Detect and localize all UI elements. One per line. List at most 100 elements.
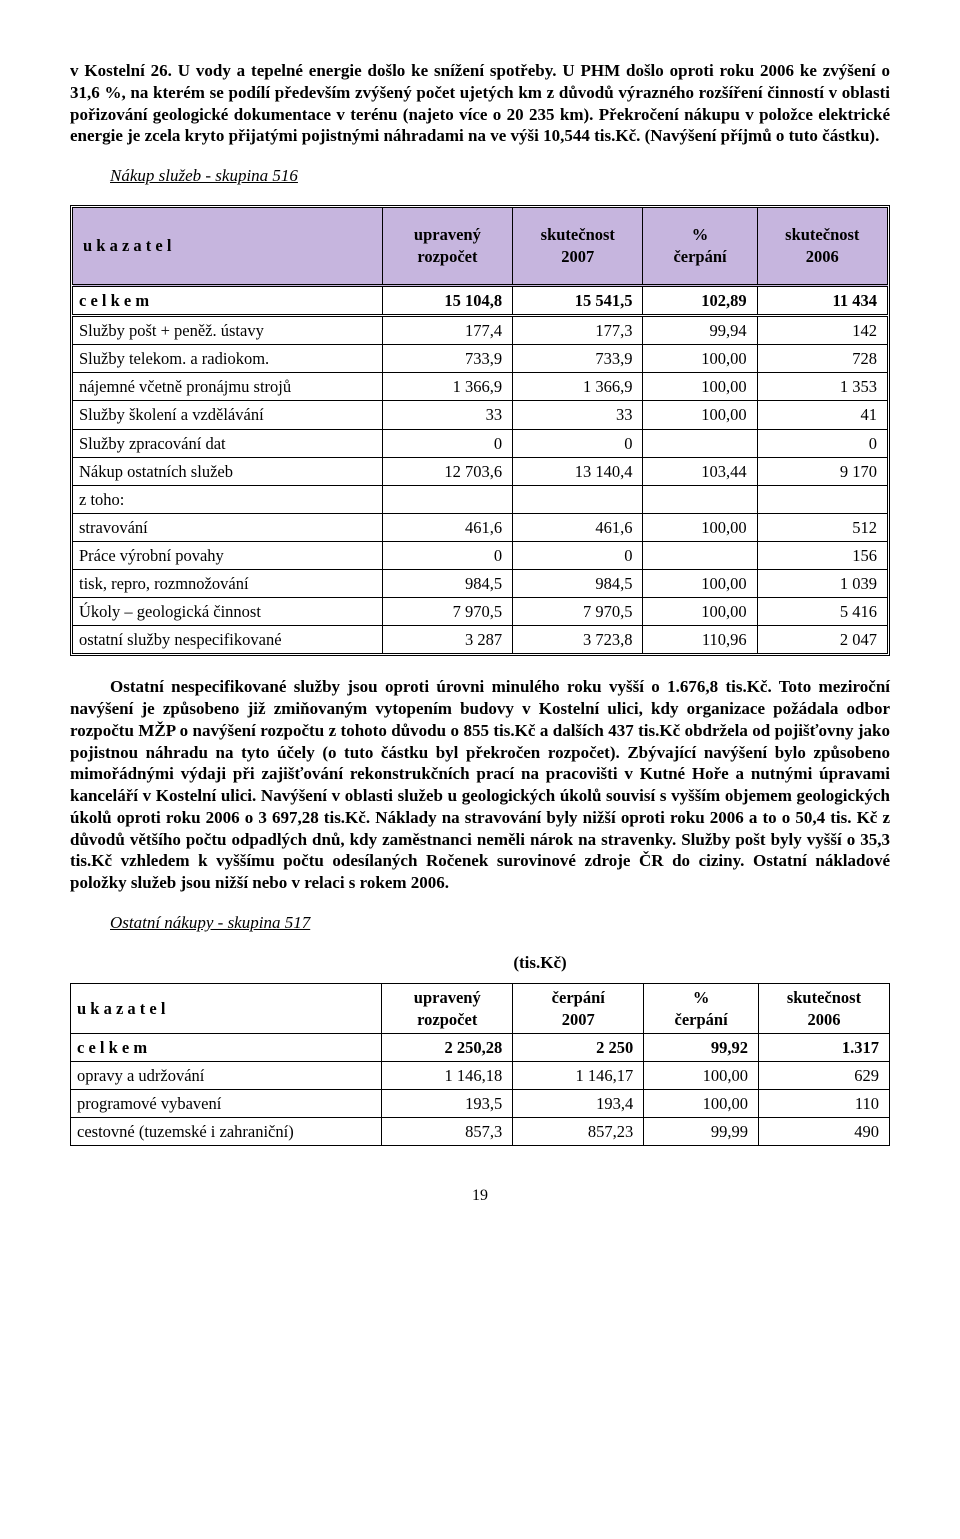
- table-row: z toho:: [73, 485, 888, 513]
- cell: 102,89: [643, 286, 757, 316]
- cell: 2 250,28: [382, 1033, 513, 1061]
- cell: [643, 485, 757, 513]
- cell: nájemné včetně pronájmu strojů: [73, 373, 383, 401]
- cell: 733,9: [513, 345, 643, 373]
- cell: 100,00: [644, 1089, 759, 1117]
- cell: 110,96: [643, 626, 757, 654]
- cell: Služby školení a vzdělávání: [73, 401, 383, 429]
- cell: 857,23: [513, 1117, 644, 1145]
- paragraph-1: v Kostelní 26. U vody a tepelné energie …: [70, 60, 890, 147]
- cell: [643, 542, 757, 570]
- cell: 193,4: [513, 1089, 644, 1117]
- table-row: Úkoly – geologická činnost7 970,57 970,5…: [73, 598, 888, 626]
- th-ukazatel: u k a z a t e l: [71, 984, 382, 1033]
- cell: 857,3: [382, 1117, 513, 1145]
- th-upraveny: upravenýrozpočet: [382, 984, 513, 1033]
- cell: 15 541,5: [513, 286, 643, 316]
- cell: 733,9: [382, 345, 512, 373]
- cell: 100,00: [644, 1061, 759, 1089]
- cell: 629: [758, 1061, 889, 1089]
- cell: 41: [757, 401, 887, 429]
- table-row: programové vybavení193,5193,4100,00110: [71, 1089, 890, 1117]
- cell: Úkoly – geologická činnost: [73, 598, 383, 626]
- cell: 5 416: [757, 598, 887, 626]
- cell: tisk, repro, rozmnožování: [73, 570, 383, 598]
- cell: ostatní služby nespecifikované: [73, 626, 383, 654]
- cell: 15 104,8: [382, 286, 512, 316]
- cell: opravy a udržování: [71, 1061, 382, 1089]
- cell: 99,94: [643, 316, 757, 345]
- table-nakup-sluzeb: u k a z a t e l upravený rozpočet skuteč…: [72, 207, 888, 655]
- cell: 0: [382, 542, 512, 570]
- cell: 461,6: [513, 513, 643, 541]
- cell: 99,99: [644, 1117, 759, 1145]
- cell: Služby zpracování dat: [73, 429, 383, 457]
- th-skutecnost-2006: skutečnost 2006: [757, 207, 887, 285]
- cell: 33: [382, 401, 512, 429]
- cell: cestovné (tuzemské i zahraniční): [71, 1117, 382, 1145]
- cell: 0: [513, 542, 643, 570]
- cell: 12 703,6: [382, 457, 512, 485]
- cell: 11 434: [757, 286, 887, 316]
- cell: 1 146,17: [513, 1061, 644, 1089]
- cell: 1 366,9: [382, 373, 512, 401]
- cell: 177,4: [382, 316, 512, 345]
- cell: [513, 485, 643, 513]
- page-number: 19: [70, 1186, 890, 1206]
- cell: 1.317: [758, 1033, 889, 1061]
- cell: [643, 429, 757, 457]
- cell: Služby pošt + peněž. ústavy: [73, 316, 383, 345]
- cell: 177,3: [513, 316, 643, 345]
- cell: Nákup ostatních služeb: [73, 457, 383, 485]
- cell: z toho:: [73, 485, 383, 513]
- table-row: Nákup ostatních služeb12 703,613 140,410…: [73, 457, 888, 485]
- cell: 7 970,5: [382, 598, 512, 626]
- cell: 2 250: [513, 1033, 644, 1061]
- table-row: Služby telekom. a radiokom.733,9733,9100…: [73, 345, 888, 373]
- table-row: stravování461,6461,6100,00512: [73, 513, 888, 541]
- table-row: tisk, repro, rozmnožování984,5984,5100,0…: [73, 570, 888, 598]
- cell: 100,00: [643, 373, 757, 401]
- cell: 984,5: [513, 570, 643, 598]
- cell: 100,00: [643, 570, 757, 598]
- cell: stravování: [73, 513, 383, 541]
- th-upraveny: upravený rozpočet: [382, 207, 512, 285]
- cell: 1 146,18: [382, 1061, 513, 1089]
- cell: programové vybavení: [71, 1089, 382, 1117]
- cell: 100,00: [643, 598, 757, 626]
- cell: c e l k e m: [71, 1033, 382, 1061]
- cell: 33: [513, 401, 643, 429]
- table-row-total: c e l k e m 2 250,28 2 250 99,92 1.317: [71, 1033, 890, 1061]
- table-row: Služby zpracování dat000: [73, 429, 888, 457]
- cell: Práce výrobní povahy: [73, 542, 383, 570]
- section-title-ostatni-nakupy: Ostatní nákupy - skupina 517: [110, 912, 890, 934]
- cell: Služby telekom. a radiokom.: [73, 345, 383, 373]
- cell: 110: [758, 1089, 889, 1117]
- th-ukazatel: u k a z a t e l: [73, 207, 383, 285]
- cell: c e l k e m: [73, 286, 383, 316]
- table-row: Služby pošt + peněž. ústavy177,4177,399,…: [73, 316, 888, 345]
- cell: 1 039: [757, 570, 887, 598]
- th-pct-cerpani: %čerpání: [644, 984, 759, 1033]
- paragraph-2: Ostatní nespecifikované služby jsou opro…: [70, 676, 890, 894]
- cell: 99,92: [644, 1033, 759, 1061]
- table-row: Práce výrobní povahy00156: [73, 542, 888, 570]
- th-pct-cerpani: % čerpání: [643, 207, 757, 285]
- cell: 1 366,9: [513, 373, 643, 401]
- cell: 1 353: [757, 373, 887, 401]
- table-ostatni-nakupy: u k a z a t e l upravenýrozpočet čerpání…: [70, 983, 890, 1146]
- cell: 461,6: [382, 513, 512, 541]
- cell: 0: [757, 429, 887, 457]
- cell: 512: [757, 513, 887, 541]
- cell: 7 970,5: [513, 598, 643, 626]
- section-title-nakup-sluzeb: Nákup služeb - skupina 516: [110, 165, 890, 187]
- cell: 193,5: [382, 1089, 513, 1117]
- cell: [757, 485, 887, 513]
- table-1-wrap: u k a z a t e l upravený rozpočet skuteč…: [70, 205, 890, 657]
- cell: 13 140,4: [513, 457, 643, 485]
- cell: 100,00: [643, 513, 757, 541]
- cell: 728: [757, 345, 887, 373]
- th-skutecnost-2006: skutečnost2006: [758, 984, 889, 1033]
- table-row: cestovné (tuzemské i zahraniční)857,3857…: [71, 1117, 890, 1145]
- th-cerpani-2007: čerpání2007: [513, 984, 644, 1033]
